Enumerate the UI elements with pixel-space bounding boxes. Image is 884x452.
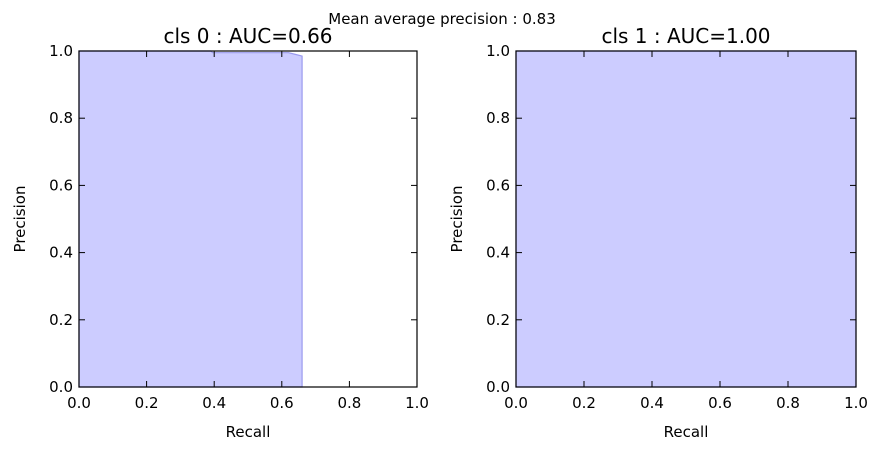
y-tick-label: 0.8	[49, 109, 73, 127]
plot-title: cls 0 : AUC=0.66	[163, 24, 332, 48]
plot-title: cls 1 : AUC=1.00	[601, 24, 770, 48]
plot-frame	[515, 50, 857, 388]
x-tick-label: 0.0	[67, 394, 91, 412]
y-tick-label: 0.0	[49, 378, 73, 396]
y-tick-label: 0.0	[486, 378, 510, 396]
y-tick-label: 0.2	[49, 311, 73, 329]
y-tick-label: 0.4	[49, 244, 73, 262]
x-axis-label: Recall	[226, 423, 271, 441]
y-tick-label: 1.0	[486, 42, 510, 60]
x-tick-label: 0.2	[135, 394, 159, 412]
x-tick-label: 0.6	[270, 394, 294, 412]
plot-cls-0: 0.0 0.2 0.4 0.6 0.8 1.0 0.0 0.2 0.4 0.6 0.8 1.0 cls…	[11, 24, 429, 441]
y-tick-label: 1.0	[49, 42, 73, 60]
x-tick-label: 0.0	[504, 394, 528, 412]
x-tick-label: 1.0	[844, 394, 868, 412]
plot-frame	[78, 50, 418, 388]
y-axis-label: Precision	[11, 186, 29, 253]
x-tick-label: 0.8	[337, 394, 361, 412]
x-tick-label: 0.2	[572, 394, 596, 412]
y-axis-label: Precision	[448, 186, 466, 253]
x-tick-label: 0.6	[708, 394, 732, 412]
y-tick-label: 0.2	[486, 311, 510, 329]
pr-area	[78, 50, 303, 388]
pr-area	[515, 50, 857, 388]
y-tick-label: 0.8	[486, 109, 510, 127]
x-tick-label: 0.4	[202, 394, 226, 412]
y-tick-label: 0.4	[486, 244, 510, 262]
x-tick-label: 1.0	[405, 394, 429, 412]
y-tick-label: 0.6	[486, 176, 510, 194]
x-tick-label: 0.4	[640, 394, 664, 412]
plot-cls-1: 0.0 0.2 0.4 0.6 0.8 1.0 0.0 0.2 0.4 0.6 0.8 1.0 cls…	[448, 24, 868, 441]
y-tick-label: 0.6	[49, 176, 73, 194]
figure-suptitle: Mean average precision : 0.83	[328, 10, 555, 28]
x-tick-label: 0.8	[776, 394, 800, 412]
x-axis-label: Recall	[664, 423, 709, 441]
